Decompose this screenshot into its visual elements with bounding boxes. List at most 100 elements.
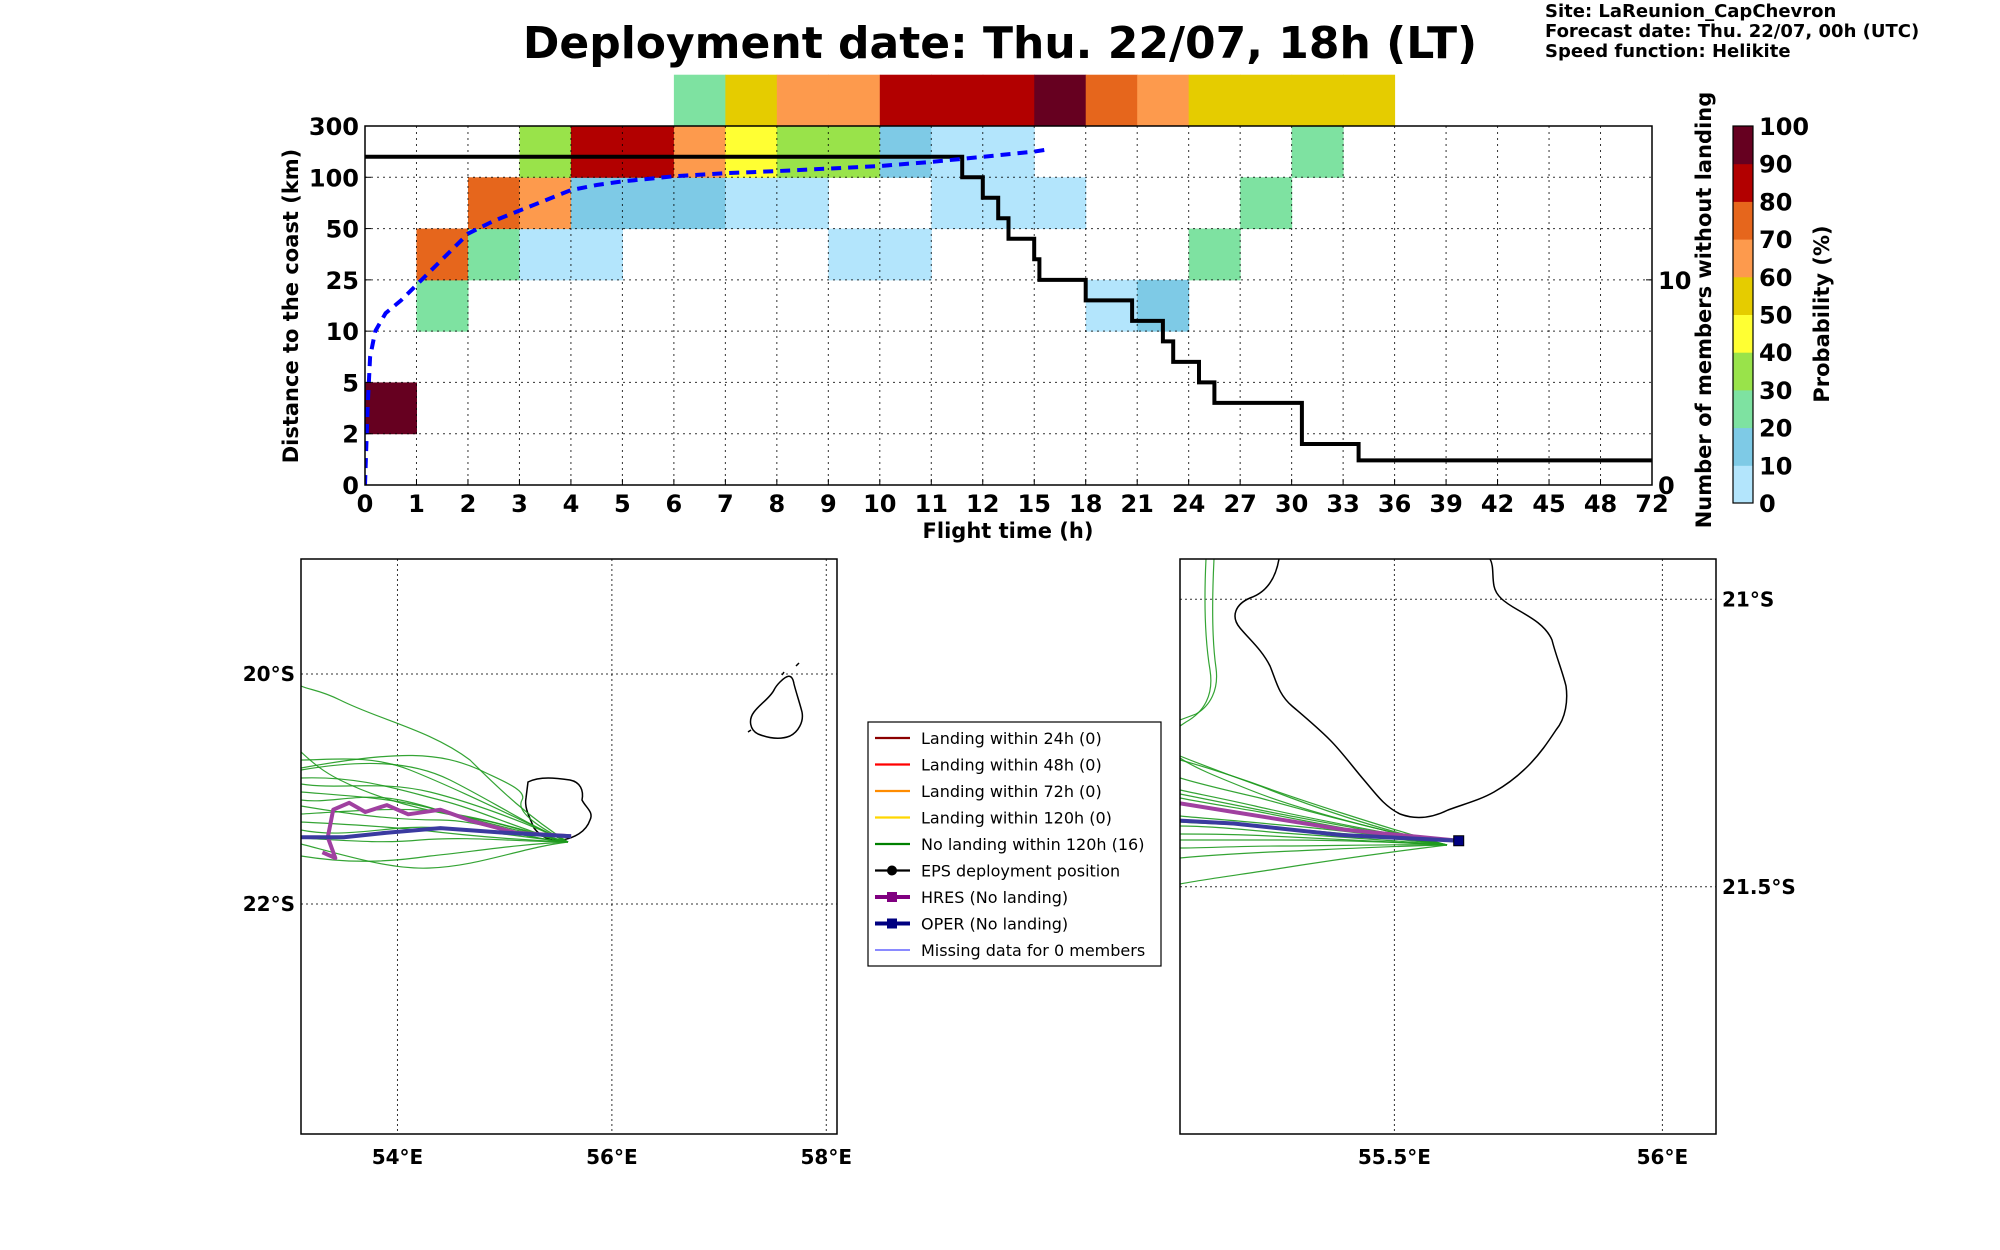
legend-square-marker <box>887 918 897 929</box>
x-tick-label: 8 <box>768 490 785 518</box>
legend-label: HRES (No landing) <box>921 888 1068 907</box>
y-tick-label: 2 <box>342 421 359 449</box>
x-tick-label: 24 <box>1172 490 1205 518</box>
y-tick-label: 300 <box>309 113 359 141</box>
heatmap-cell <box>776 177 829 230</box>
map-left-content <box>301 662 804 869</box>
y-tick-label: 5 <box>342 369 359 397</box>
heatmap-cell <box>1034 74 1087 127</box>
legend-item: Landing within 72h (0) <box>875 782 1102 801</box>
map-right: 55.5°E 56°E 21°S 21.5°S <box>1179 558 1796 1169</box>
colorbar-tick-label: 30 <box>1759 377 1792 405</box>
map-left-hres-track <box>321 800 572 860</box>
legend-square-marker <box>887 892 897 902</box>
members-without-landing-line <box>365 154 1652 463</box>
x-tick-label: 45 <box>1532 490 1565 518</box>
heatmap-cell <box>828 228 881 281</box>
heatmap-chart: 0 1 2 3 4 5 6 7 8 9 10 11 12 15 18 21 24 27 30 33 36 39 42 45 48… <box>279 74 1716 543</box>
heatmap-cell <box>416 228 469 281</box>
x-tick-label: 10 <box>863 490 896 518</box>
heatmap-cell <box>673 74 726 127</box>
heatmap-cell <box>931 74 984 127</box>
heatmap-cell <box>673 126 726 178</box>
legend-label: OPER (No landing) <box>921 915 1068 934</box>
y-tick-label: 10 <box>326 318 359 346</box>
x-tick-label: 30 <box>1275 490 1308 518</box>
heatmap-cell <box>776 74 829 127</box>
longitude-label: 58°E <box>801 1145 853 1169</box>
colorbar-tick-label: 90 <box>1759 151 1792 179</box>
right-tick-label: 10 <box>1658 267 1691 295</box>
heatmap-cell <box>879 74 932 127</box>
longitude-label: 55.5°E <box>1358 1145 1431 1169</box>
map-left: 54°E 56°E 58°E 20°S 22°S <box>243 558 853 1169</box>
x-tick-label: 72 <box>1635 490 1668 518</box>
heatmap-cell <box>673 177 726 230</box>
x-tick-label: 2 <box>460 490 477 518</box>
colorbar-tick-label: 0 <box>1759 490 1776 518</box>
islet-marks <box>747 662 800 733</box>
legend-label: Landing within 48h (0) <box>921 756 1102 775</box>
legend-item: OPER (No landing) <box>875 915 1068 934</box>
heatmap-cell <box>416 279 469 332</box>
x-tick-label: 11 <box>915 490 948 518</box>
colorbar-swatch <box>1733 163 1753 202</box>
x-tick-label: 1 <box>408 490 425 518</box>
longitude-label: 54°E <box>372 1145 424 1169</box>
x-tick-label: 36 <box>1378 490 1411 518</box>
heatmap-cell <box>1291 126 1344 178</box>
heatmap-cell <box>725 177 778 230</box>
heatmap-cell <box>1034 177 1087 230</box>
legend-label: Landing within 72h (0) <box>921 782 1102 801</box>
legend-item: Landing within 120h (0) <box>875 809 1112 828</box>
latitude-label: 22°S <box>243 892 295 916</box>
legend-item: HRES (No landing) <box>875 888 1068 907</box>
colorbar-swatch <box>1733 276 1753 315</box>
heatmap-frame <box>364 125 1653 486</box>
colorbar-tick-label: 70 <box>1759 226 1792 254</box>
legend-box <box>867 721 1162 967</box>
longitude-label: 56°E <box>1637 1145 1689 1169</box>
y-tick-label: 50 <box>326 216 359 244</box>
heatmap-cell <box>1085 279 1138 332</box>
median-distance-curve <box>365 147 1051 485</box>
colorbar-tick-label: 20 <box>1759 415 1792 443</box>
x-tick-label: 3 <box>511 490 528 518</box>
map-right-frame <box>1179 558 1717 1135</box>
x-axis-label: Flight time (h) <box>923 519 1094 543</box>
x-tick-label: 7 <box>717 490 734 518</box>
colorbar-frame <box>1732 125 1754 504</box>
heatmap-cell <box>828 74 881 127</box>
heatmap-cell <box>622 126 675 178</box>
heatmap-cell <box>519 126 572 178</box>
legend-dot-marker <box>887 865 897 876</box>
heatmap-cell <box>725 74 778 127</box>
map-right-hres-track <box>1180 801 1459 843</box>
heatmap-curves <box>365 147 1652 485</box>
colorbar-swatch <box>1733 239 1753 278</box>
map-left-frame <box>300 558 838 1135</box>
map-right-grid <box>1180 559 1716 1134</box>
x-tick-label: 21 <box>1120 490 1153 518</box>
heatmap-right-ticks: 0 10 <box>1646 267 1691 500</box>
x-tick-label: 39 <box>1429 490 1462 518</box>
heatmap-cell <box>931 177 984 230</box>
forecast-info: Site: LaReunion_CapChevron Forecast date… <box>1545 2 1919 62</box>
y-tick-label: 25 <box>326 267 359 295</box>
y-tick-label: 0 <box>342 472 359 500</box>
heatmap-cell <box>879 228 932 281</box>
colorbar-swatch <box>1733 465 1753 504</box>
right-tick-label: 0 <box>1658 472 1675 500</box>
heatmap-cell <box>1240 177 1293 230</box>
heatmap-cell <box>570 228 623 281</box>
heatmap-cell <box>519 177 572 230</box>
colorbar-tick-label: 100 <box>1759 113 1809 141</box>
x-tick-label: 0 <box>357 490 374 518</box>
colorbar-tick-label: 40 <box>1759 339 1792 367</box>
legend-item: No landing within 120h (16) <box>875 835 1144 854</box>
map-right-content <box>1180 559 1568 885</box>
longitude-label: 56°E <box>586 1145 638 1169</box>
colorbar-swatch <box>1733 126 1753 165</box>
latitude-label: 21°S <box>1722 587 1774 611</box>
